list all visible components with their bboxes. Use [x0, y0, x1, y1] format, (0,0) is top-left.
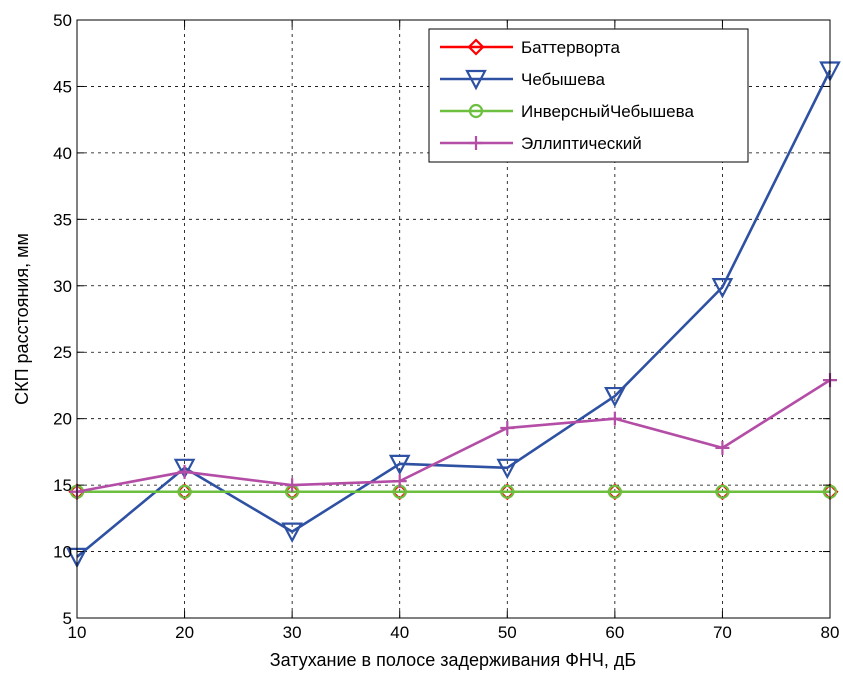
- y-tick-label: 10: [53, 543, 72, 562]
- data-point: [465, 69, 487, 91]
- legend-box: [428, 28, 749, 163]
- x-tick-label: 20: [175, 623, 194, 642]
- data-point: [392, 474, 407, 489]
- x-tick-label: 30: [283, 623, 302, 642]
- x-tick-label: 40: [390, 623, 409, 642]
- y-tick-label: 5: [63, 609, 72, 628]
- data-point: [715, 484, 730, 499]
- legend: Баттерворта Чебышева ИнверсныйЧебышева Элли…: [428, 28, 749, 163]
- series-line: [76, 69, 832, 558]
- data-point: [496, 458, 519, 480]
- y-tick-label: 25: [53, 343, 72, 362]
- data-point: [607, 484, 622, 499]
- legend-entry: Баттерворта: [440, 38, 620, 57]
- y-tick-label: 40: [53, 144, 72, 163]
- legend-entry: Чебышева: [440, 69, 605, 91]
- y-tick-label: 50: [53, 11, 72, 30]
- data-point: [281, 522, 303, 543]
- data-point: [173, 458, 196, 480]
- legend-label: Эллиптический: [521, 134, 642, 153]
- x-tick-label: 10: [68, 623, 87, 642]
- data-point: [715, 440, 730, 455]
- data-point: [468, 103, 484, 119]
- series: [66, 61, 841, 569]
- y-tick-label: 45: [53, 77, 72, 96]
- x-tick-label: 80: [821, 623, 840, 642]
- y-tick-label: 35: [53, 210, 72, 229]
- data-point: [177, 484, 192, 499]
- data-point: [500, 420, 515, 435]
- y-axis-label: СКП расстояния, мм: [12, 233, 32, 405]
- data-point: [604, 386, 626, 408]
- x-tick-label: 60: [605, 623, 624, 642]
- data-point: [607, 411, 622, 426]
- legend-label: ИнверсныйЧебышева: [521, 102, 694, 121]
- series-line: [76, 379, 831, 494]
- legend-label: Чебышева: [521, 70, 605, 89]
- legend-label: Баттерворта: [521, 38, 620, 57]
- data-point: [711, 278, 734, 299]
- data-point: [467, 38, 485, 56]
- data-point: [285, 478, 300, 493]
- x-axis-label: Затухание в полосе задерживания ФНЧ, дБ: [270, 650, 636, 670]
- y-tick-label: 15: [53, 476, 72, 495]
- x-tick-label: 50: [498, 623, 517, 642]
- data-point: [388, 454, 411, 476]
- y-tick-label: 20: [53, 410, 72, 429]
- legend-entry: ИнверсныйЧебышева: [440, 102, 694, 121]
- data-point: [500, 484, 515, 499]
- x-tick-label: 70: [713, 623, 732, 642]
- legend-entry: Эллиптический: [440, 134, 642, 153]
- plot-frame: [76, 19, 831, 619]
- data-point: [469, 136, 483, 150]
- data-point: [177, 464, 192, 479]
- series-layer: [66, 61, 841, 569]
- y-tick-label: 30: [53, 277, 72, 296]
